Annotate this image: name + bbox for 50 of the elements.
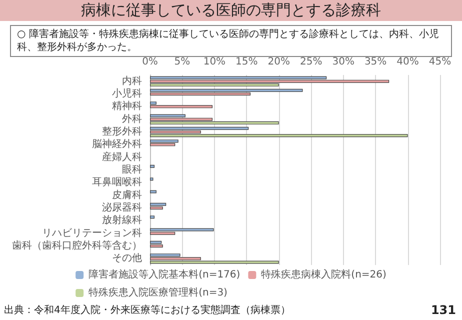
bar [150, 121, 279, 124]
x-tick-label: 45% [428, 56, 452, 68]
bar [150, 240, 162, 244]
y-tick-label: 内科 [122, 74, 142, 87]
bar [150, 88, 303, 92]
y-tick-label: 外科 [122, 112, 142, 125]
y-tick-label: その他 [112, 252, 142, 264]
bar [150, 178, 154, 181]
bar [150, 260, 279, 264]
bar [150, 216, 155, 219]
bar [150, 105, 213, 108]
x-tick-label: 5% [174, 56, 190, 68]
y-tick-label: 耳鼻咽喉科 [92, 176, 142, 188]
x-tick-label: 40% [396, 56, 419, 68]
x-tick-label: 15% [236, 56, 258, 68]
bar [150, 228, 214, 232]
y-tick-label: 眼科 [122, 164, 142, 176]
source-note: 出典：令和4年度入院・外来医療等における実態調査（病棟票） [4, 304, 290, 317]
legend-label: 障害者施設等入院基本料(n=176) [88, 268, 240, 280]
chart-title: 病棟に従事している医師の専門とする診療科 [0, 0, 462, 21]
bar [150, 190, 156, 194]
y-tick-label: リハビリテーション科 [42, 226, 142, 239]
bar [150, 126, 249, 130]
legend-label: 特殊疾患病棟入院料(n=26) [261, 268, 387, 280]
bar [150, 206, 163, 210]
bar [150, 140, 178, 143]
y-tick-label: 精神科 [112, 100, 142, 112]
x-tick-label: 20% [268, 56, 290, 68]
bar [150, 164, 155, 168]
bar [150, 134, 408, 138]
x-tick-label: 25% [300, 56, 322, 68]
y-tick-label: 整形外科 [102, 126, 142, 138]
x-tick-label: 10% [203, 56, 226, 68]
y-tick-label: 小児科 [112, 88, 142, 100]
bar [150, 80, 390, 83]
x-tick-label: 35% [364, 56, 387, 68]
y-tick-label: 産婦人科 [102, 150, 142, 163]
y-tick-label: 脳神経外科 [92, 138, 142, 150]
y-tick-label: 歯科（歯科口腔外科等含む） [12, 240, 142, 252]
chart-subtitle: ○ 障害者施設等・特殊疾患病棟に従事している医師の専門とする診療科としては、内科、小児科、整形外科が多かった。 [10, 25, 452, 57]
x-tick-label: 30% [332, 56, 354, 68]
bar [150, 244, 163, 248]
text: 131 [430, 303, 456, 317]
y-tick-label: 皮膚科 [112, 188, 142, 201]
bar [150, 143, 176, 146]
bar [150, 202, 166, 206]
legend-label: 特殊疾患入院医療管理料(n=3) [88, 286, 228, 298]
x-tick-label: 0% [142, 56, 158, 68]
y-tick-label: 泌尿器科 [102, 202, 142, 214]
y-tick-label: 放射線科 [102, 214, 142, 226]
